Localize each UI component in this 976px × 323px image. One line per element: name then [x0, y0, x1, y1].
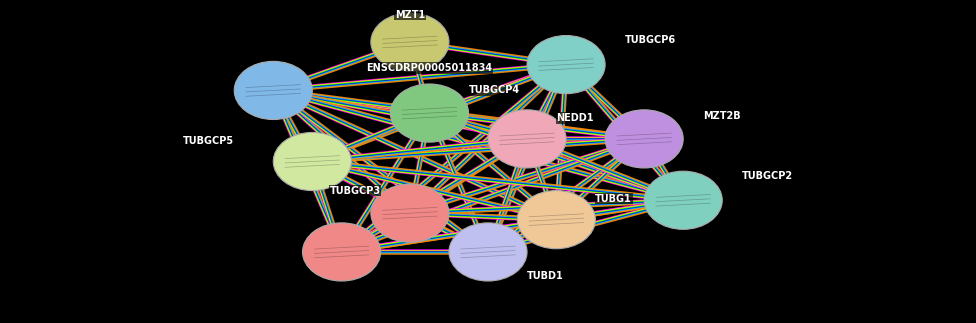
Text: TUBD1: TUBD1 [527, 271, 564, 281]
Text: TUBGCP2: TUBGCP2 [742, 171, 793, 181]
Ellipse shape [303, 223, 381, 281]
Ellipse shape [488, 110, 566, 168]
Ellipse shape [371, 184, 449, 242]
Ellipse shape [605, 110, 683, 168]
Ellipse shape [449, 223, 527, 281]
Ellipse shape [371, 13, 449, 71]
Ellipse shape [644, 171, 722, 229]
Ellipse shape [273, 132, 351, 191]
Ellipse shape [234, 61, 312, 120]
Text: TUBG1: TUBG1 [595, 194, 632, 203]
Text: TUBGCP3: TUBGCP3 [330, 186, 381, 195]
Text: NEDD1: NEDD1 [556, 113, 593, 123]
Text: TUBGCP6: TUBGCP6 [625, 36, 675, 45]
Ellipse shape [390, 84, 468, 142]
Text: MZT1: MZT1 [395, 10, 425, 19]
Text: TUBGCP5: TUBGCP5 [183, 136, 234, 145]
Text: ENSCDRP00005011834: ENSCDRP00005011834 [366, 63, 493, 73]
Text: TUBGCP4: TUBGCP4 [468, 86, 519, 95]
Ellipse shape [517, 191, 595, 249]
Ellipse shape [527, 36, 605, 94]
Text: MZT2B: MZT2B [703, 111, 741, 121]
